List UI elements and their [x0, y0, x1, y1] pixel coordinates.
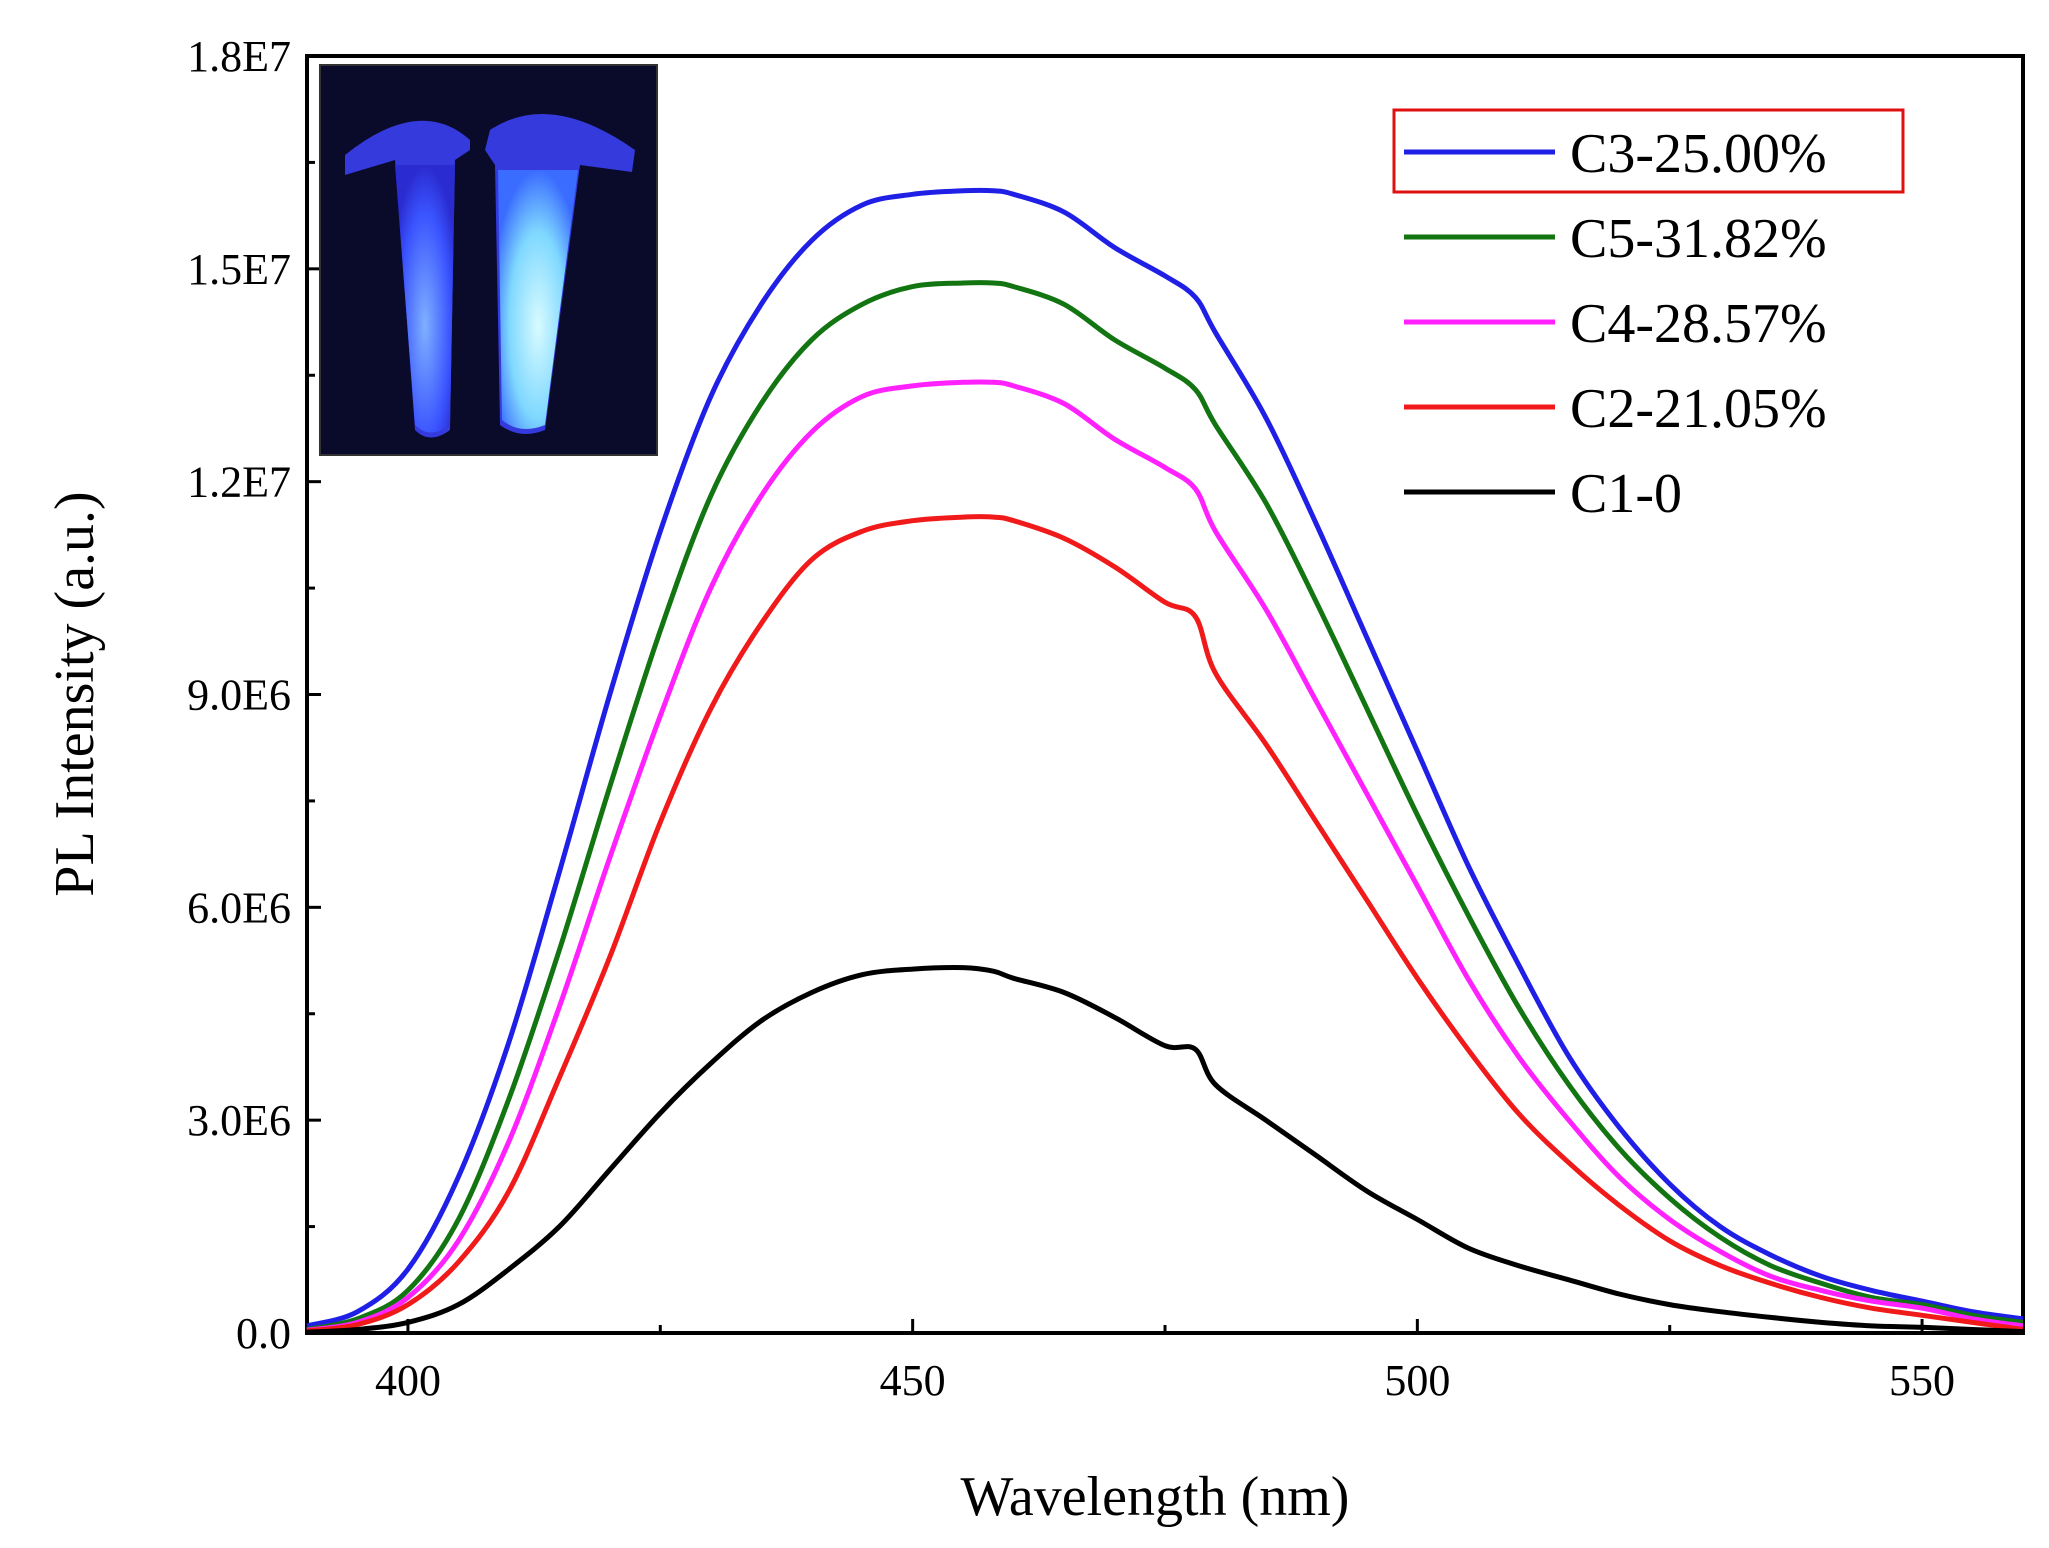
legend-highlight-box — [1392, 108, 1905, 194]
x-tick-label: 550 — [1889, 1356, 1955, 1405]
y-tick-label: 3.0E6 — [187, 1096, 291, 1145]
y-tick-label: 1.8E7 — [187, 32, 291, 81]
x-axis: 400 450 500 550 — [375, 1319, 1955, 1405]
series-lines — [306, 187, 2024, 1335]
y-tick-label: 1.2E7 — [187, 458, 291, 507]
legend-label: C5-31.82% — [1570, 208, 1827, 270]
legend: C3-25.00% C5-31.82% C4-28.57% C2-21.05% C1-0 — [1404, 123, 1827, 525]
inset-vial-photo — [319, 64, 658, 456]
y-tick-label: 0.0 — [236, 1309, 291, 1358]
legend-label: C2-21.05% — [1570, 378, 1827, 440]
series-line-2 — [306, 280, 2024, 1332]
x-tick-label: 400 — [375, 1356, 441, 1405]
y-axis-title: PL Intensity (a.u.) — [44, 491, 106, 896]
legend-label: C3-25.00% — [1570, 123, 1827, 185]
y-tick-label: 6.0E6 — [187, 883, 291, 932]
y-tick-label: 9.0E6 — [187, 671, 291, 720]
series-line-4 — [306, 514, 2024, 1334]
series-line-3 — [306, 379, 2024, 1333]
right-vial-image — [485, 114, 635, 434]
y-axis: 0.0 3.0E6 6.0E6 9.0E6 1.2E7 1.5E7 1.8E7 — [187, 32, 321, 1358]
series-line-5 — [306, 965, 2024, 1335]
x-tick-label: 500 — [1384, 1356, 1450, 1405]
series-line-1 — [306, 187, 2024, 1329]
y-tick-label: 1.5E7 — [187, 245, 291, 294]
legend-label: C4-28.57% — [1570, 293, 1827, 355]
x-axis-title: Wavelength (nm) — [961, 1466, 1350, 1528]
x-tick-label: 450 — [880, 1356, 946, 1405]
legend-label: C1-0 — [1570, 463, 1682, 525]
left-vial-image — [345, 120, 470, 438]
